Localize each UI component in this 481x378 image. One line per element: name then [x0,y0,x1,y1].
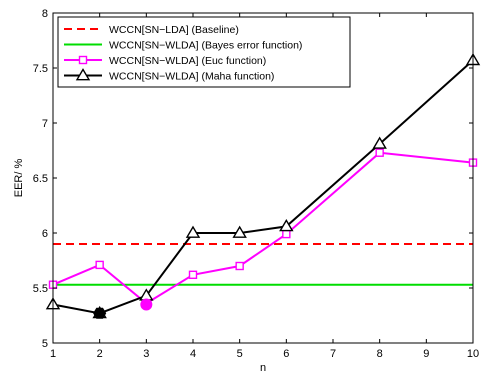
legend: WCCN[SN−LDA] (Baseline) WCCN[SN−WLDA] (Ba… [57,16,351,88]
data-point [372,136,387,149]
series-line [52,151,474,305]
y-tick-label: 7 [42,118,48,130]
y-tick-label: 8 [42,8,48,20]
legend-label: WCCN[SN−WLDA] (Maha function) [109,71,274,83]
data-point [185,225,201,238]
y-tick-label: 6.5 [33,173,48,185]
plot-area [45,52,481,319]
highlighted-point [140,298,153,311]
data-point [95,260,104,270]
x-tick-label: 2 [97,348,103,360]
x-tick-label: 6 [283,348,289,360]
data-point [235,261,244,271]
legend-entry: WCCN[SN−WLDA] (Euc function) [64,55,266,67]
x-tick-label: 4 [190,348,196,360]
series-2 [48,148,478,308]
data-point [279,219,294,232]
legend-entry: WCCN[SN−WLDA] (Maha function) [64,68,274,83]
x-tick-label: 5 [237,348,243,360]
x-tick-label: 8 [377,348,383,360]
y-tick-label: 7.5 [33,63,48,75]
series-line [52,59,474,315]
legend-label: WCCN[SN−WLDA] (Bayes error function) [109,40,302,52]
data-point [375,148,384,157]
data-point [188,270,198,279]
legend-entry: WCCN[SN−WLDA] (Bayes error function) [64,40,302,52]
x-tick-label: 1 [50,348,56,360]
legend-entry: WCCN[SN−LDA] (Baseline) [64,24,239,36]
highlighted-point [93,307,107,319]
x-axis-label: n [260,362,266,374]
legend-marker [78,55,88,65]
series-3 [45,52,481,319]
legend-label: WCCN[SN−LDA] (Baseline) [109,24,239,36]
x-tick-label: 10 [467,348,479,360]
legend-label: WCCN[SN−WLDA] (Euc function) [109,55,266,67]
y-tick-label: 5.5 [33,283,48,295]
data-point [232,225,247,238]
axes: 1 2 3 4 5 6 7 8 9 10 5 5.5 6 6.5 7 7.5 8 [33,8,479,360]
legend-box [57,16,351,88]
x-tick-label: 7 [330,348,336,360]
x-tick-label: 3 [143,348,149,360]
y-tick-label: 5 [42,338,48,350]
legend-marker [75,68,91,81]
y-axis-label: EER/ % [13,159,25,198]
x-tick-label: 9 [423,348,429,360]
data-point [282,229,291,239]
y-tick-label: 6 [42,228,48,240]
